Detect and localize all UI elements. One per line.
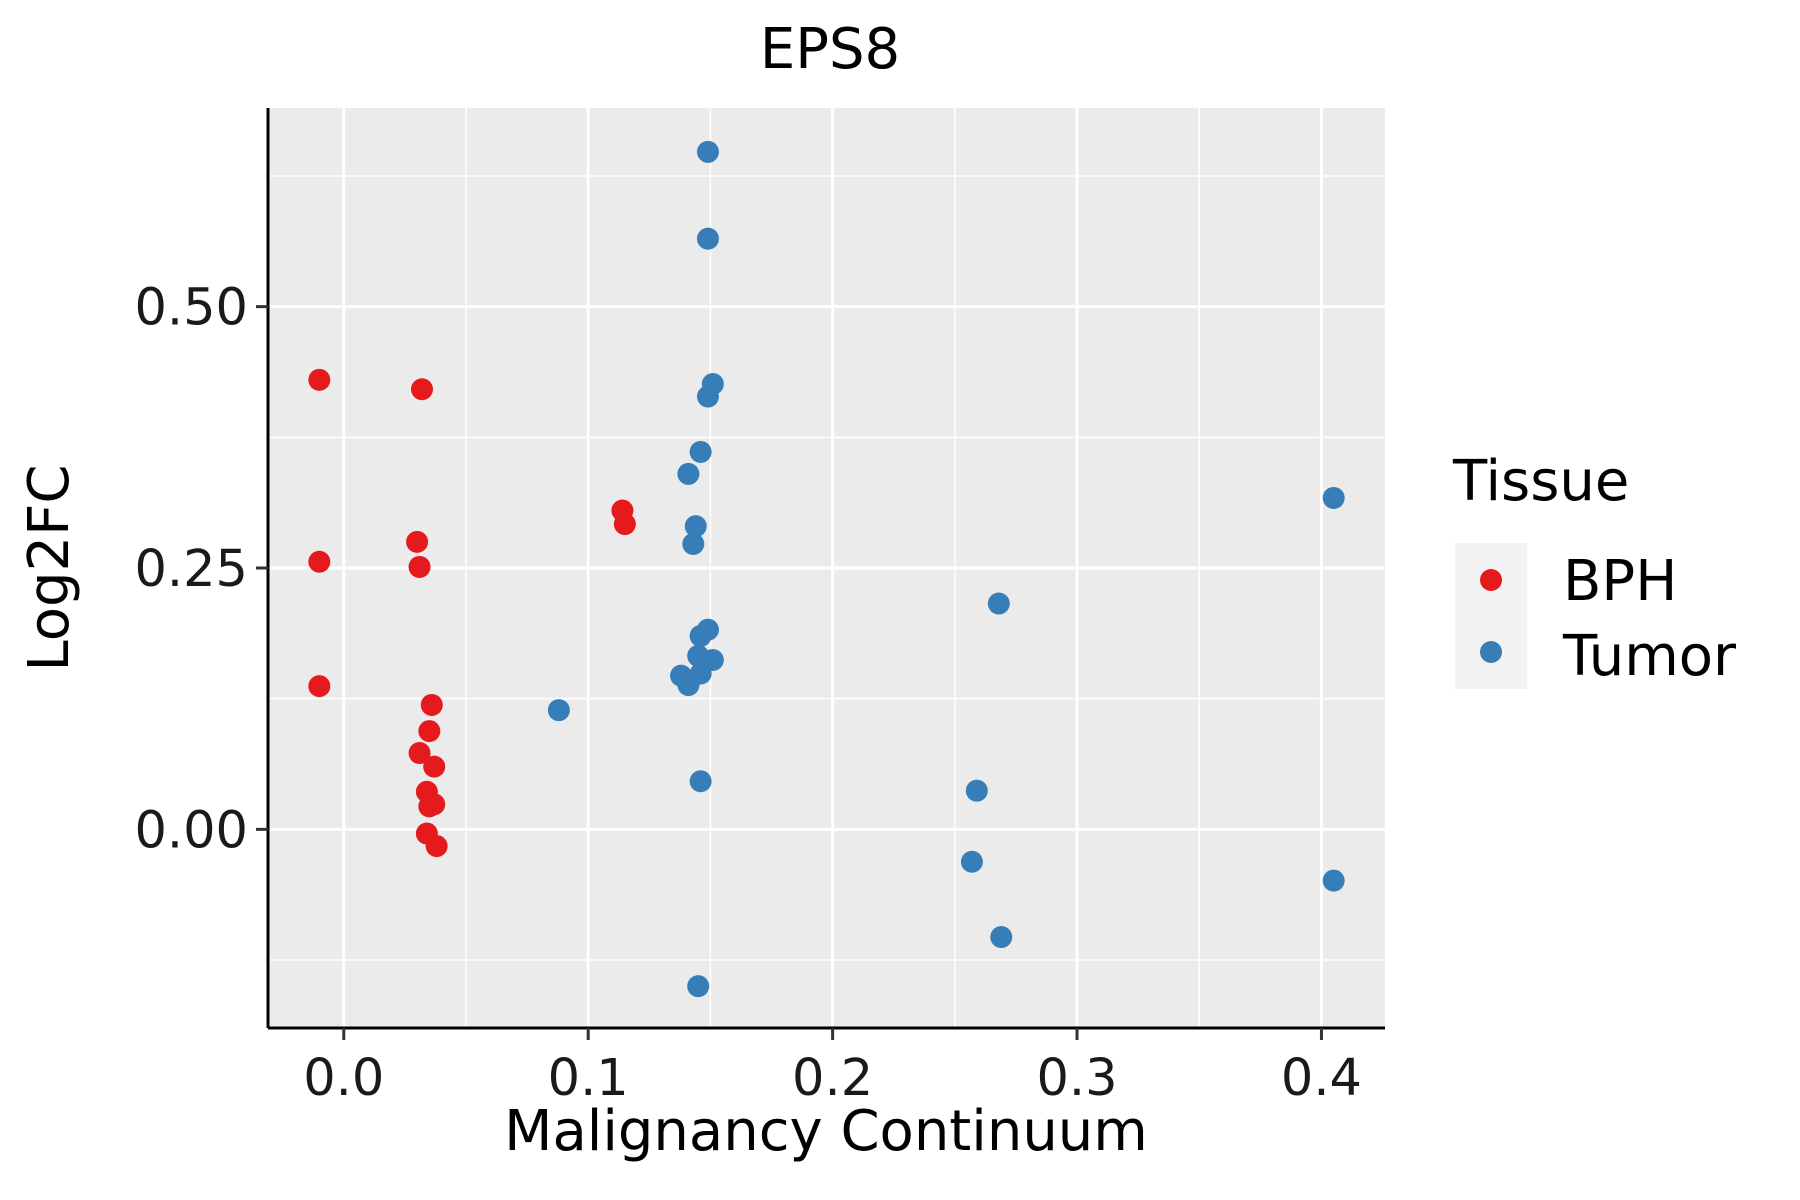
point-bph-7 [418,720,441,743]
y-axis-ticks: 0.00 0.25 0.50 [134,279,268,860]
point-tumor-4 [689,440,712,463]
point-tumor-1 [696,227,719,250]
point-tumor-9 [689,624,712,647]
point-tumor-5 [677,462,700,485]
y-tick-label-1: 0.25 [134,540,248,599]
x-tick-label-0: 0.0 [303,1049,384,1108]
point-bph-1 [308,550,331,573]
point-tumor-23 [1322,869,1345,892]
x-tick-label-3: 0.3 [1036,1049,1117,1108]
point-bph-12 [418,795,441,818]
legend-key-background [1455,543,1527,689]
y-axis-title: Log2FC [17,465,82,672]
point-tumor-19 [965,779,988,802]
point-tumor-15 [547,699,570,722]
point-bph-5 [408,555,431,578]
x-tick-label-2: 0.2 [792,1049,873,1108]
point-tumor-16 [689,770,712,793]
point-bph-3 [410,378,433,401]
point-tumor-22 [1322,486,1345,509]
point-bph-2 [308,675,331,698]
point-tumor-6 [684,515,707,538]
grid-lines [268,108,1385,1028]
data-points [308,140,1345,998]
point-bph-6 [420,693,443,716]
legend: Tissue BPH Tumor [1452,449,1737,689]
legend-label-bph: BPH [1563,549,1677,614]
x-axis-ticks: 0.0 0.1 0.2 0.3 0.4 [303,1028,1362,1108]
point-bph-9 [423,755,446,778]
point-tumor-0 [696,140,719,163]
chart-title: EPS8 [760,17,900,82]
y-tick-label-2: 0.50 [134,279,248,338]
point-tumor-3 [696,385,719,408]
point-tumor-14 [677,674,700,697]
x-tick-label-1: 0.1 [548,1049,629,1108]
legend-title: Tissue [1452,449,1629,514]
legend-marker-tumor [1480,641,1502,663]
x-axis-title: Malignancy Continuum [504,1099,1148,1164]
point-tumor-7 [682,532,705,555]
point-bph-0 [308,368,331,391]
point-bph-14 [425,835,448,858]
point-tumor-18 [987,592,1010,615]
y-tick-label-0: 0.00 [134,801,248,860]
point-tumor-21 [990,926,1013,949]
point-bph-8 [408,742,431,765]
x-tick-label-4: 0.4 [1281,1049,1362,1108]
point-bph-4 [406,530,429,553]
legend-label-tumor: Tumor [1562,624,1737,689]
point-bph-16 [613,513,636,536]
legend-marker-bph [1480,569,1502,591]
point-tumor-17 [687,975,710,998]
point-tumor-20 [960,850,983,873]
